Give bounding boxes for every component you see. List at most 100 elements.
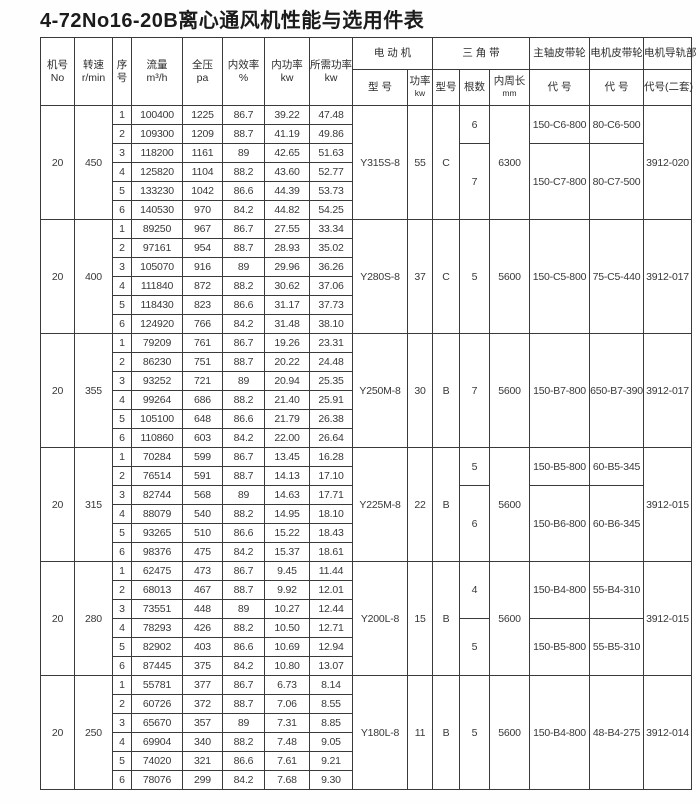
col-group-motor-pulley: 电机皮带轮 — [589, 37, 644, 70]
header-line: 所需功率 — [310, 58, 352, 71]
serial-no-cell: 6 — [112, 428, 132, 448]
flow-rate-cell: 73551 — [131, 599, 183, 619]
total-pressure-cell: 510 — [182, 523, 223, 543]
col-header-motor-pulley-code: 代 号 — [589, 69, 644, 106]
flow-rate-cell: 118200 — [131, 143, 183, 163]
belt-length-cell: 5600 — [489, 333, 530, 448]
flow-rate-cell: 110860 — [131, 428, 183, 448]
inner-power-cell: 13.45 — [264, 447, 310, 467]
table-row: 3 93252 721 89 20.94 25.35 — [41, 371, 692, 391]
header-line: r/min — [81, 71, 106, 84]
header-line: 流量 — [146, 58, 168, 71]
inner-power-cell: 7.31 — [264, 713, 310, 733]
col-header-serial: 序 号 — [112, 37, 132, 106]
total-pressure-cell: 475 — [182, 542, 223, 562]
flow-rate-cell: 98376 — [131, 542, 183, 562]
total-pressure-cell: 426 — [182, 618, 223, 638]
serial-no-cell: 2 — [112, 466, 132, 486]
speed-cell: 250 — [74, 675, 113, 790]
belt-length-cell: 5600 — [489, 561, 530, 676]
table-row: 5 133230 1042 86.6 44.39 53.73 — [41, 181, 692, 201]
header-line: 功率 — [409, 75, 431, 87]
total-pressure-cell: 721 — [182, 371, 223, 391]
total-pressure-cell: 603 — [182, 428, 223, 448]
belt-length-cell: 5600 — [489, 447, 530, 562]
rail-code-cell: 3912-017 — [643, 219, 692, 334]
flow-rate-cell: 65670 — [131, 713, 183, 733]
efficiency-cell: 86.7 — [222, 675, 265, 695]
inner-power-cell: 21.79 — [264, 409, 310, 429]
motor-model-cell: Y250M-8 — [352, 333, 408, 448]
serial-no-cell: 4 — [112, 504, 132, 524]
efficiency-cell: 88.2 — [222, 276, 265, 296]
rail-code-cell: 3912-017 — [643, 333, 692, 448]
required-power-cell: 9.30 — [309, 770, 353, 790]
efficiency-cell: 86.7 — [222, 219, 265, 239]
fan-selection-table: 机号 No 转速 r/min 序 号 流量 m³/h 全压 pa — [40, 37, 697, 790]
required-power-cell: 49.86 — [309, 124, 353, 144]
efficiency-cell: 89 — [222, 371, 265, 391]
col-header-motor-model: 型 号 — [352, 69, 408, 106]
serial-no-cell: 2 — [112, 694, 132, 714]
inner-power-cell: 21.40 — [264, 390, 310, 410]
header-line: pa — [196, 71, 209, 84]
serial-no-cell: 6 — [112, 200, 132, 220]
fan-no-cell: 20 — [40, 333, 75, 448]
shaft-pulley-code-cell: 150-C6-800 — [529, 105, 590, 144]
fan-no-cell: 20 — [40, 561, 75, 676]
serial-no-cell: 5 — [112, 295, 132, 315]
flow-rate-cell: 124920 — [131, 314, 183, 334]
efficiency-cell: 86.6 — [222, 637, 265, 657]
serial-no-cell: 5 — [112, 637, 132, 657]
motor-pulley-code-cell: 60-B5-345 — [589, 447, 644, 486]
required-power-cell: 17.10 — [309, 466, 353, 486]
motor-power-cell: 30 — [407, 333, 433, 448]
header-line: mm — [502, 88, 517, 98]
shaft-pulley-code-cell: 150-B7-800 — [529, 333, 590, 448]
total-pressure-cell: 321 — [182, 751, 223, 771]
total-pressure-cell: 375 — [182, 656, 223, 676]
col-header-belt-model: 型号 — [432, 69, 460, 106]
motor-model-cell: Y200L-8 — [352, 561, 408, 676]
required-power-cell: 35.02 — [309, 238, 353, 258]
rail-code-cell: 3912-015 — [643, 447, 692, 562]
col-header-rail-code: 代号(二套) — [643, 69, 693, 106]
belt-model-cell: B — [432, 561, 460, 676]
efficiency-cell: 88.2 — [222, 732, 265, 752]
efficiency-cell: 84.2 — [222, 542, 265, 562]
flow-rate-cell: 88079 — [131, 504, 183, 524]
serial-no-cell: 6 — [112, 542, 132, 562]
table-row: 3 73551 448 89 10.27 12.44 — [41, 599, 692, 619]
speed-cell: 315 — [74, 447, 113, 562]
flow-rate-cell: 93252 — [131, 371, 183, 391]
table-row: 6 124920 766 84.2 31.48 38.10 — [41, 314, 692, 334]
header-line: 内功率 — [271, 58, 303, 71]
motor-power-cell: 22 — [407, 447, 433, 562]
required-power-cell: 23.31 — [309, 333, 353, 353]
motor-pulley-code-cell: 75-C5-440 — [589, 219, 644, 334]
efficiency-cell: 84.2 — [222, 770, 265, 790]
table-row: 4 88079 540 88.2 14.95 18.10 — [41, 504, 692, 524]
table-row: 6 98376 475 84.2 15.37 18.61 — [41, 542, 692, 562]
flow-rate-cell: 78293 — [131, 618, 183, 638]
serial-no-cell: 4 — [112, 276, 132, 296]
efficiency-cell: 86.7 — [222, 105, 265, 125]
header-line: 号 — [116, 71, 128, 84]
col-group-shaft-pulley: 主轴皮带轮 — [529, 37, 590, 70]
col-header-inner-power: 内功率 kw — [264, 37, 310, 106]
required-power-cell: 53.73 — [309, 181, 353, 201]
shaft-pulley-code-cell: 150-C7-800 — [529, 143, 590, 220]
belt-model-cell: B — [432, 333, 460, 448]
required-power-cell: 12.71 — [309, 618, 353, 638]
total-pressure-cell: 1104 — [182, 162, 223, 182]
belt-length-cell: 6300 — [489, 105, 530, 220]
col-header-pressure: 全压 pa — [182, 37, 223, 106]
inner-power-cell: 7.61 — [264, 751, 310, 771]
shaft-pulley-code-cell: 150-B4-800 — [529, 675, 590, 790]
inner-power-cell: 30.62 — [264, 276, 310, 296]
required-power-cell: 25.35 — [309, 371, 353, 391]
inner-power-cell: 20.22 — [264, 352, 310, 372]
required-power-cell: 12.44 — [309, 599, 353, 619]
efficiency-cell: 86.6 — [222, 523, 265, 543]
flow-rate-cell: 109300 — [131, 124, 183, 144]
